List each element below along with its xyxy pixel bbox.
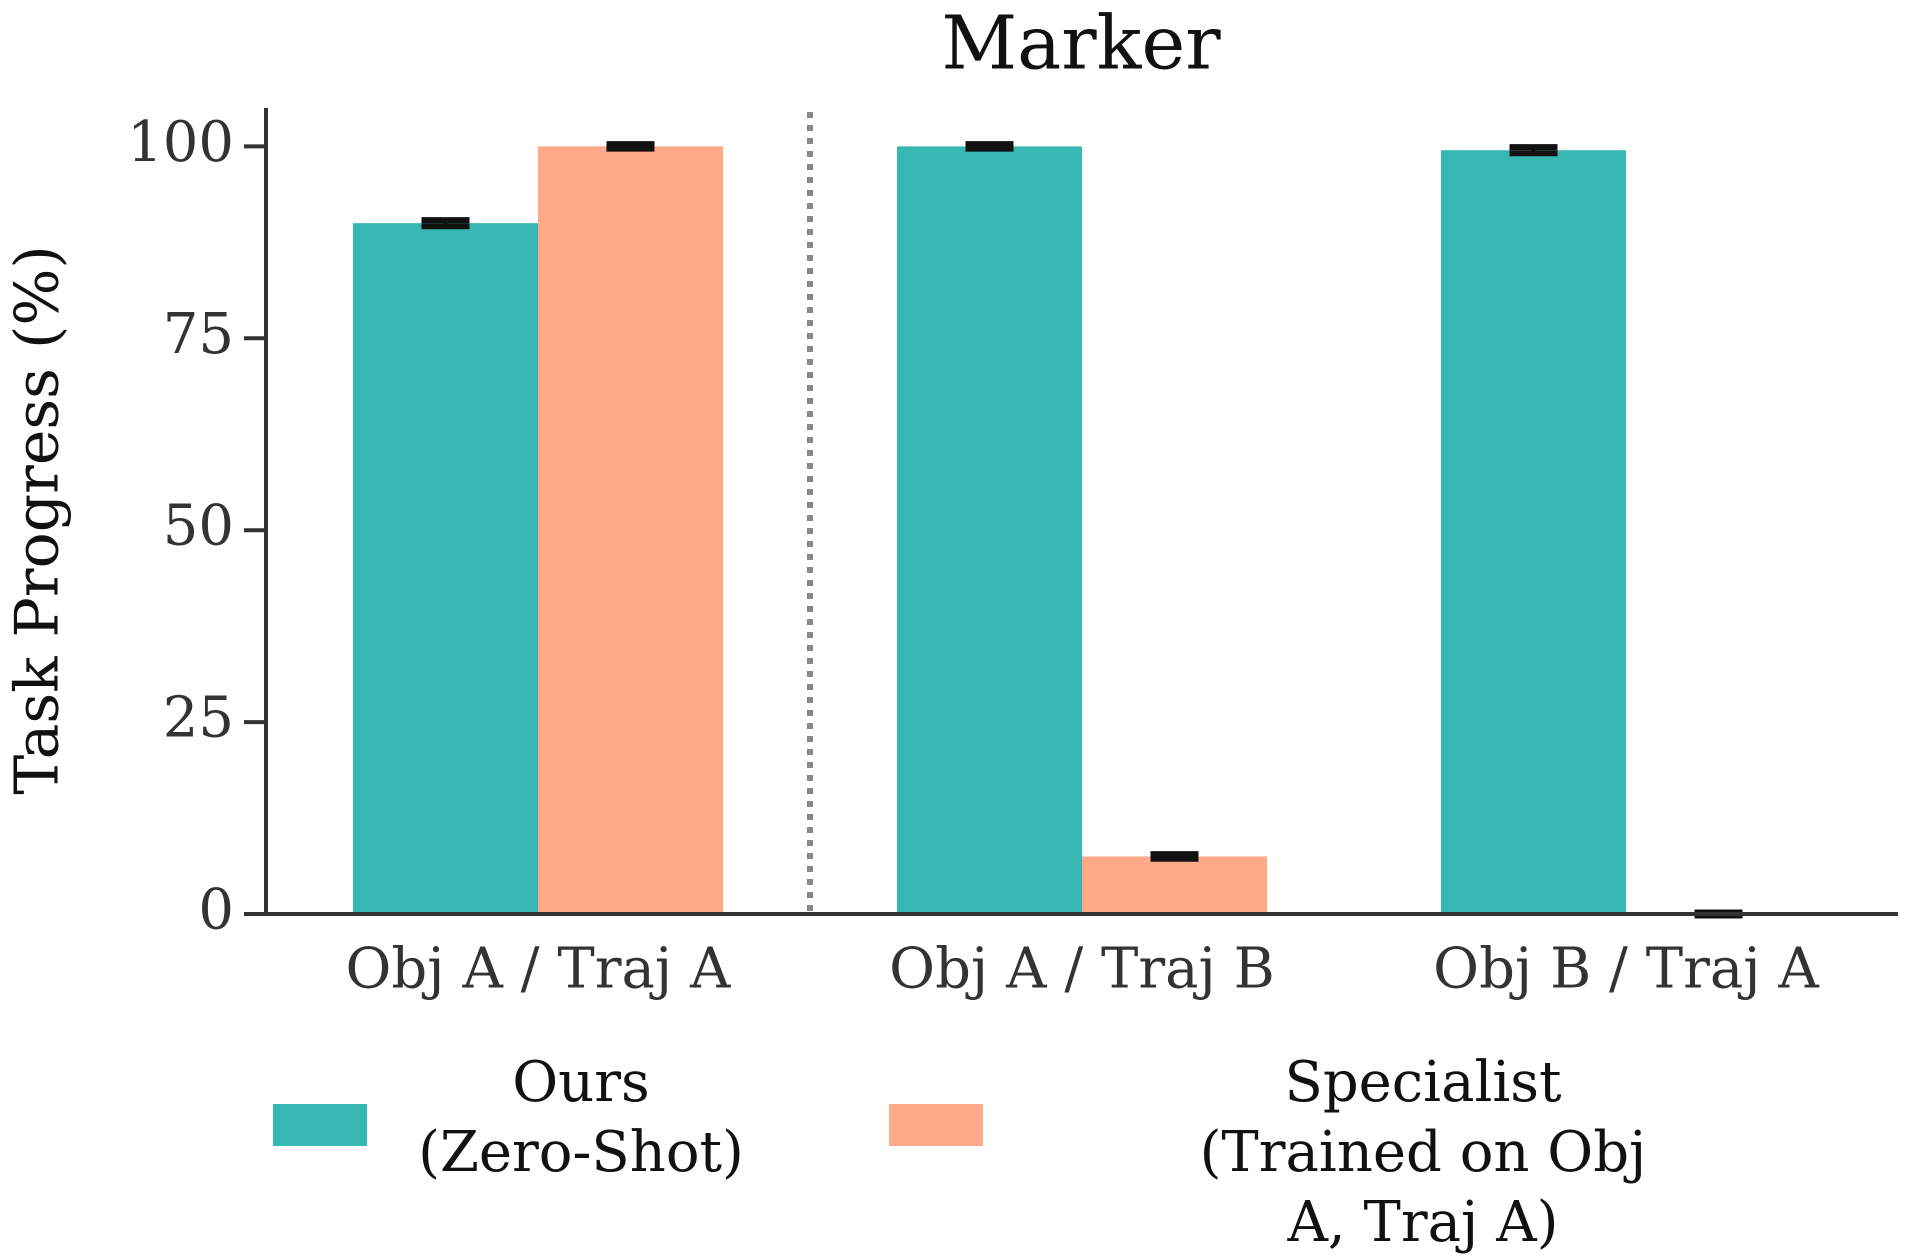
bar [897,146,1082,914]
legend-label: Ours (Zero-Shot) [418,1050,744,1185]
bar [353,223,538,915]
chart-title: Marker [941,0,1221,86]
x-tick-label: Obj A / Traj A [346,937,732,1002]
x-tick-label: Obj A / Traj B [889,937,1275,1002]
x-tick-label: Obj B / Traj A [1433,937,1819,1002]
bar [1441,150,1626,914]
bar [538,146,723,914]
y-tick-label: 50 [163,494,234,559]
legend-swatch [273,1104,367,1146]
bar [1082,856,1267,914]
y-tick-label: 0 [198,878,234,943]
chart: Marker Task Progress (%) 0 25 50 75 100 Obj A… [3,0,1898,1002]
y-tick-label: 100 [127,110,234,175]
y-axis-label: Task Progress (%) [3,245,73,795]
y-tick-label: 75 [163,302,234,367]
legend-swatch [889,1104,983,1146]
y-tick-label: 25 [163,686,234,751]
